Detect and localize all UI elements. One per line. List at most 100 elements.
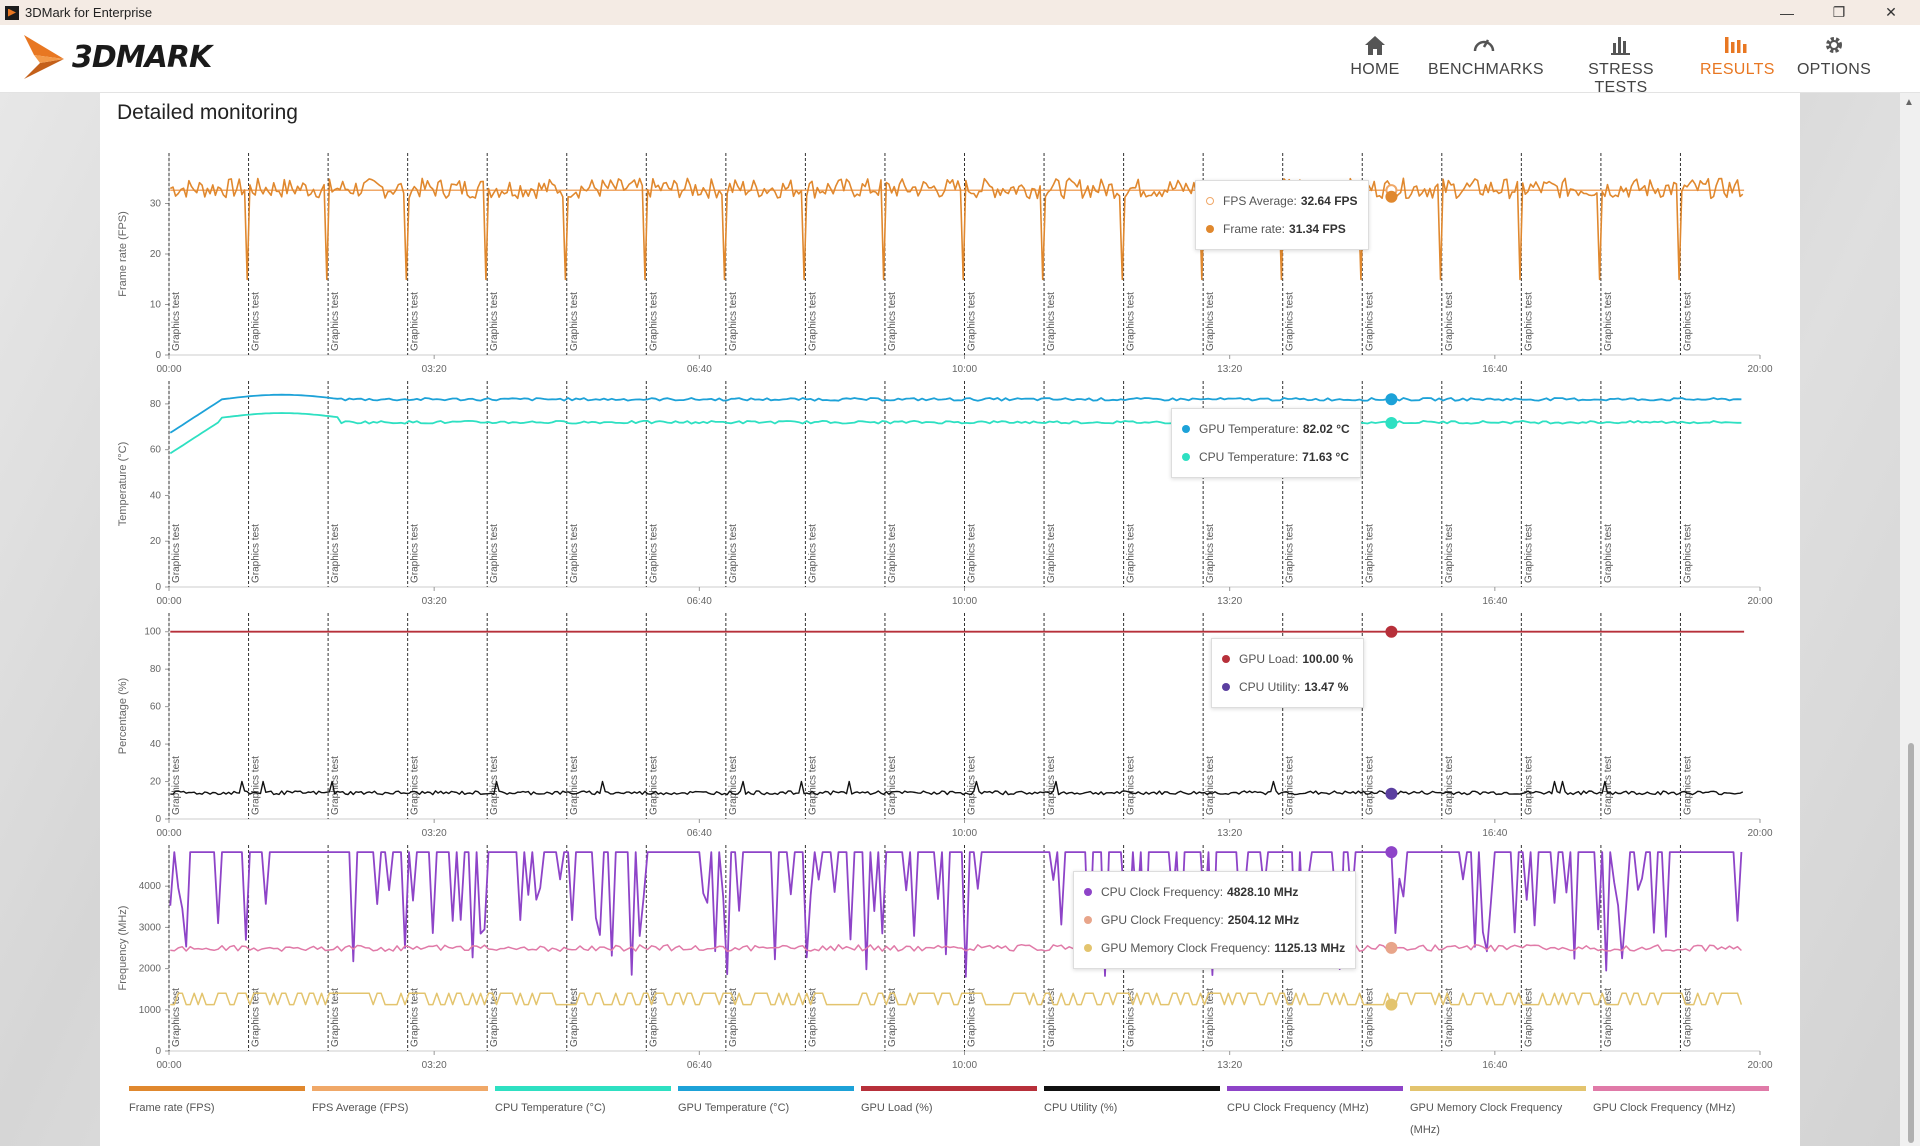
x-tick-label: 03:20 [422, 828, 447, 839]
series-dot-icon [1222, 683, 1230, 691]
scroll-thumb[interactable] [1908, 743, 1914, 1143]
x-tick-label: 13:20 [1217, 596, 1242, 607]
maximize-button[interactable]: ❐ [1832, 4, 1846, 20]
legend-item[interactable]: GPU Temperature (°C) [678, 1086, 854, 1119]
nav-results[interactable]: RESULTS [1700, 31, 1774, 79]
x-tick-label: 00:00 [156, 596, 181, 607]
legend-label: GPU Load (%) [861, 1102, 933, 1114]
test-marker-label: Graphics test [330, 292, 341, 351]
tooltip-2: GPU Temperature: 82.02 °C CPU Temperature:… [1171, 408, 1361, 478]
tooltip-value: 4828.10 MHz [1227, 885, 1299, 899]
test-marker-label: Graphics test [728, 292, 739, 351]
tooltip-row: GPU Memory Clock Frequency: 1125.13 MHz [1084, 934, 1345, 962]
legend-item[interactable]: GPU Load (%) [861, 1086, 1037, 1119]
test-marker-label: Graphics test [251, 988, 262, 1047]
x-tick-label: 10:00 [952, 364, 977, 375]
chart-panel-3: 0 20 40 60 80 100 Percentage (%) 00:00 03:20 06:4… [117, 613, 1773, 839]
legend-item[interactable]: CPU Temperature (°C) [495, 1086, 671, 1119]
legend-label: CPU Temperature (°C) [495, 1102, 606, 1114]
nav-options[interactable]: OPTIONS [1794, 31, 1874, 79]
test-marker-label: Graphics test [1205, 988, 1216, 1047]
legend-item[interactable]: CPU Clock Frequency (MHz) [1227, 1086, 1403, 1119]
legend-item[interactable]: GPU Clock Frequency (MHz) [1593, 1086, 1769, 1119]
close-button[interactable]: ✕ [1885, 4, 1897, 20]
test-marker-label: Graphics test [1444, 988, 1455, 1047]
logo[interactable]: 3DMARK [20, 33, 212, 81]
test-marker-label: Graphics test [1046, 756, 1057, 815]
monitoring-charts[interactable]: 0 10 20 30 Frame rate (FPS) 00:00 03:20 06:40 10… [100, 93, 1800, 1093]
legend-item[interactable]: Frame rate (FPS) [129, 1086, 305, 1119]
series-dot-icon [1084, 916, 1092, 924]
test-marker-label: Graphics test [330, 524, 341, 583]
gpu-clock-line [170, 943, 1742, 953]
gpu-load-cursor [1385, 625, 1398, 638]
scrollbar[interactable]: ▲ [1900, 93, 1920, 1146]
test-marker-label: Graphics test [648, 988, 659, 1047]
y-axis-label: Frequency (MHz) [117, 906, 129, 991]
legend-swatch [129, 1086, 305, 1091]
series-dot-icon [1206, 225, 1214, 233]
x-tick-label: 06:40 [687, 596, 712, 607]
cpu-temperature-line [169, 412, 1742, 455]
y-axis-label: Percentage (%) [117, 678, 129, 754]
minimize-button[interactable]: — [1780, 4, 1794, 21]
test-marker-label: Graphics test [1126, 292, 1137, 351]
tooltip-row: FPS Average: 32.64 FPS [1206, 187, 1358, 215]
test-marker-label: Graphics test [728, 988, 739, 1047]
scroll-up-icon[interactable]: ▲ [1904, 97, 1914, 108]
results-panel: Detailed monitoring [100, 93, 1800, 1146]
legend-item[interactable]: FPS Average (FPS) [312, 1086, 488, 1119]
x-tick-label: 13:20 [1217, 364, 1242, 375]
x-tick-label: 13:20 [1217, 1060, 1242, 1071]
nav-stress-tests[interactable]: STRESS TESTS [1568, 31, 1674, 97]
x-tick-label: 16:40 [1482, 364, 1507, 375]
series-dot-icon [1084, 888, 1092, 896]
tooltip-label: GPU Load: [1239, 652, 1299, 666]
x-tick-label: 10:00 [952, 596, 977, 607]
test-marker-label: Graphics test [1523, 292, 1534, 351]
nav-options-label: OPTIONS [1796, 61, 1872, 78]
x-tick-label: 00:00 [156, 1060, 181, 1071]
test-marker-label: Graphics test [887, 524, 898, 583]
test-marker-label: Graphics test [1285, 292, 1296, 351]
x-tick-label: 20:00 [1747, 364, 1772, 375]
tooltip-row: CPU Clock Frequency: 4828.10 MHz [1084, 878, 1345, 906]
y-tick-label: 60 [150, 445, 162, 456]
gpu-memory-clock-line [170, 992, 1743, 1006]
test-marker-label: Graphics test [1523, 756, 1534, 815]
tooltip-3: GPU Load: 100.00 % CPU Utility: 13.47 % [1211, 638, 1365, 708]
test-marker-label: Graphics test [1285, 524, 1296, 583]
test-marker-label: Graphics test [1126, 524, 1137, 583]
test-marker-label: Graphics test [569, 756, 580, 815]
frame-rate-line [169, 177, 1744, 281]
window-title: 3DMark for Enterprise [25, 5, 153, 20]
legend-label: GPU Memory Clock Frequency (MHz) [1410, 1102, 1563, 1136]
nav-benchmarks[interactable]: BENCHMARKS [1428, 31, 1544, 79]
test-marker-label: Graphics test [1603, 292, 1614, 351]
legend-swatch [1410, 1086, 1586, 1091]
app-icon [5, 5, 19, 20]
test-marker-label: Graphics test [728, 524, 739, 583]
y-tick-label: 20 [150, 249, 162, 260]
legend-item[interactable]: CPU Utility (%) [1044, 1086, 1220, 1119]
y-tick-label: 0 [155, 350, 161, 361]
nav-home[interactable]: HOME [1348, 31, 1402, 79]
series-dot-icon [1084, 944, 1092, 952]
test-marker-label: Graphics test [171, 988, 182, 1047]
test-marker-label: Graphics test [569, 524, 580, 583]
y-tick-label: 40 [150, 739, 162, 750]
logo-text: 3DMARK [72, 39, 212, 75]
test-marker-label: Graphics test [967, 988, 978, 1047]
tooltip-label: GPU Temperature: [1199, 422, 1299, 436]
test-marker-label: Graphics test [1364, 988, 1375, 1047]
test-marker-label: Graphics test [410, 756, 421, 815]
test-marker-label: Graphics test [251, 756, 262, 815]
gpu-temperature-cursor [1385, 393, 1398, 406]
legend-item[interactable]: GPU Memory Clock Frequency (MHz) [1410, 1086, 1586, 1141]
y-axis-label: Temperature (°C) [117, 442, 129, 526]
y-tick-label: 0 [155, 814, 161, 825]
y-axis-label: Frame rate (FPS) [117, 211, 129, 297]
test-marker-label: Graphics test [1126, 988, 1137, 1047]
series-dot-icon [1206, 197, 1214, 205]
frame-rate-cursor [1385, 190, 1398, 203]
